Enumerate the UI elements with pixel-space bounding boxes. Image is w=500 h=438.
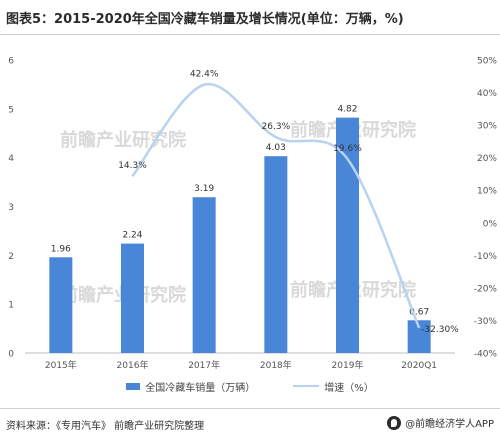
legend-swatch-bar: [126, 382, 141, 390]
bar: [192, 197, 216, 353]
left-tick-label: 6: [8, 57, 14, 67]
right-tick-label: 30%: [477, 122, 497, 132]
bar: [121, 243, 144, 353]
right-tick-label: 20%: [477, 154, 497, 164]
legend-item-sales: 全国冷藏车销量（万辆）: [126, 379, 255, 394]
watermark-layer: 前瞻产业研究院前瞻产业研究院前瞻产业研究院前瞻产业研究院: [60, 119, 416, 306]
brand: @前瞻经济学人APP: [387, 415, 494, 430]
bar-value-label: 4.82: [337, 105, 357, 115]
legend-item-growth: 增速（%）: [293, 379, 374, 394]
right-tick-label: 10%: [477, 187, 497, 197]
footer: 资料来源：《专用汽车》 前瞻产业研究院整理 @前瞻经济学人APP: [0, 414, 500, 434]
bar-series: [49, 117, 431, 353]
bar: [49, 257, 73, 353]
bar: [336, 117, 359, 353]
growth-value-label: 42.4%: [190, 70, 219, 80]
chart-title: 图表5：2015-2020年全国冷藏车销量及增长情况(单位：万辆，%): [6, 12, 404, 27]
source-note: 资料来源：《专用汽车》 前瞻产业研究院整理: [6, 421, 205, 432]
x-tick-label: 2017年: [188, 359, 220, 371]
right-tick-label: -20%: [474, 284, 498, 294]
bar: [407, 320, 431, 353]
bar-value-label: 0.67: [409, 307, 429, 317]
right-tick-label: 0%: [483, 219, 498, 229]
right-tick-label: 40%: [477, 89, 497, 99]
left-tick-label: 5: [8, 105, 14, 115]
legend-swatch-line: [293, 385, 320, 387]
left-tick-label: 1: [8, 301, 14, 311]
bar-value-label: 4.03: [266, 143, 286, 153]
bar-value-label: 2.24: [122, 231, 142, 241]
growth-line: [131, 82, 421, 329]
bar: [264, 156, 288, 353]
brand-logo-icon: [387, 415, 402, 430]
x-axis-labels: 2015年 2016年 2017年 2018年 2019年 2020Q1: [45, 359, 437, 371]
legend-label-sales: 全国冷藏车销量（万辆）: [145, 382, 256, 394]
growth-value-labels: 14.3% 42.4% 26.3% 19.6% -32.30%: [118, 70, 459, 335]
right-tick-label: 50%: [477, 57, 497, 67]
bar-value-labels: 1.96 2.24 3.19 4.03 4.82 0.67: [51, 105, 429, 318]
footer-divider: [0, 408, 500, 409]
x-tick-label: 2016年: [117, 359, 149, 371]
growth-value-label: 19.6%: [333, 144, 362, 154]
x-tick-label: 2019年: [332, 359, 364, 371]
x-tick-label: 2015年: [45, 359, 77, 371]
left-tick-label: 4: [8, 154, 14, 164]
right-tick-label: -30%: [474, 317, 498, 327]
bar-value-label: 1.96: [51, 244, 71, 254]
right-tick-label: -40%: [474, 350, 498, 360]
legend: 全国冷藏车销量（万辆） 增速（%）: [0, 376, 500, 396]
x-tick-label: 2018年: [260, 359, 292, 371]
title-divider: [0, 34, 500, 35]
left-tick-label: 3: [8, 203, 14, 213]
bar-value-label: 3.19: [194, 184, 214, 194]
left-tick-label: 2: [8, 252, 14, 262]
right-axis: -40% -30% -20% -10% 0% 10% 20% 30% 40% 50%: [474, 57, 498, 360]
left-axis: 0 1 2 3 4 5 6: [8, 57, 14, 360]
brand-text: @前瞻经济学人APP: [405, 419, 494, 430]
left-tick-label: 0: [8, 350, 14, 360]
growth-value-label: 26.3%: [262, 122, 291, 132]
right-tick-label: -10%: [474, 252, 498, 262]
chart: 前瞻产业研究院前瞻产业研究院前瞻产业研究院前瞻产业研究院 0 1 2 3 4 5 6 -40…: [8, 57, 498, 372]
x-tick-label: 2020Q1: [401, 361, 437, 371]
legend-label-growth: 增速（%）: [324, 382, 374, 394]
watermark-text: 前瞻产业研究院: [60, 129, 186, 151]
growth-value-label: -32.30%: [421, 325, 459, 335]
growth-value-label: 14.3%: [118, 161, 147, 171]
